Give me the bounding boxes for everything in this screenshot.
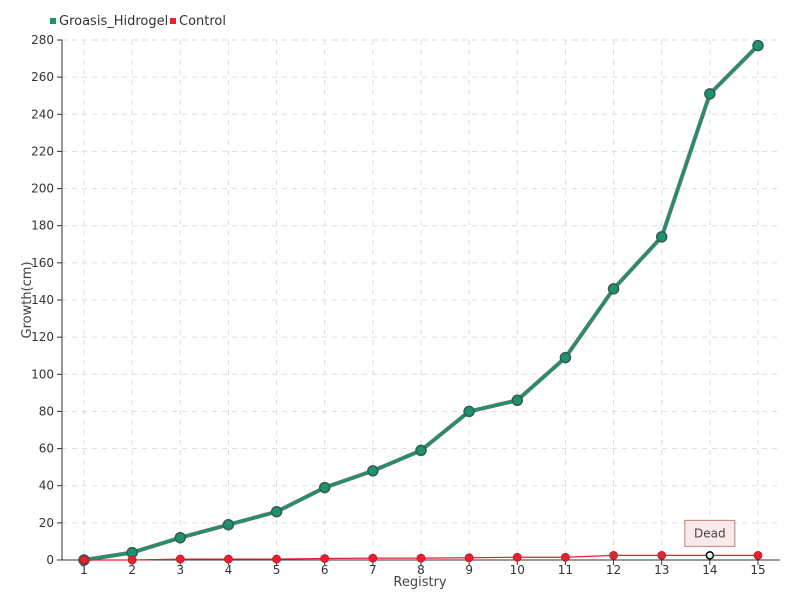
data-point-control-7 <box>368 553 378 563</box>
x-tick-label-9: 9 <box>465 563 473 577</box>
y-tick-label-280: 280 <box>31 33 54 47</box>
y-axis-title: Growth(cm) <box>20 261 35 338</box>
data-point-control-9 <box>464 553 474 563</box>
grid-lines <box>62 39 780 560</box>
y-tick-label-60: 60 <box>39 442 54 456</box>
y-tick-label-160: 160 <box>31 256 54 270</box>
legend-item-groasis-hidrogel[interactable]: Groasis_Hidrogel <box>50 14 168 29</box>
data-point-groasis-hidrogel-13 <box>655 231 668 243</box>
x-tick-label-5: 5 <box>273 563 281 577</box>
data-point-control-11 <box>561 552 570 562</box>
y-tick-label-40: 40 <box>39 479 54 493</box>
y-tick-label-140: 140 <box>31 293 54 307</box>
x-axis-title: Registry <box>393 575 447 590</box>
annotation-box-dead <box>684 519 736 547</box>
data-point-groasis-hidrogel-5 <box>270 505 283 518</box>
y-tick-label-180: 180 <box>31 219 54 233</box>
x-tick-label-12: 12 <box>606 563 621 577</box>
y-tick-label-0: 0 <box>46 553 54 567</box>
x-tick-label-10: 10 <box>510 563 525 577</box>
annotation-label-dead: Dead <box>694 526 726 540</box>
x-tick-label-14: 14 <box>702 563 717 577</box>
data-point-groasis-hidrogel-7 <box>367 465 379 477</box>
data-point-groasis-hidrogel-12 <box>607 283 620 295</box>
legend-label-groasis-hidrogel: Groasis_Hidrogel <box>59 14 168 29</box>
data-point-groasis-hidrogel-9 <box>463 405 475 418</box>
x-tick-label-2: 2 <box>128 563 136 577</box>
legend: Groasis_Hidrogel Control <box>50 14 226 29</box>
data-point-groasis-hidrogel-10 <box>511 394 524 407</box>
data-point-groasis-hidrogel-6 <box>318 481 331 494</box>
data-point-control-10 <box>512 552 522 562</box>
legend-swatch-control <box>170 18 176 24</box>
data-point-control-5 <box>272 554 281 564</box>
data-point-groasis-hidrogel-4 <box>222 518 235 531</box>
data-point-groasis-hidrogel-11 <box>559 351 572 364</box>
data-point-groasis-hidrogel-3 <box>174 531 187 544</box>
y-axis-ticks: 0 20 40 60 80 100 120 140 160 180 200 220 240 260 280 <box>31 33 62 567</box>
x-tick-label-8: 8 <box>417 563 425 577</box>
y-tick-label-80: 80 <box>39 404 54 418</box>
series-layer <box>78 39 764 566</box>
data-point-control-3 <box>175 554 185 564</box>
data-point-control-13 <box>657 550 667 560</box>
annotation-layer: Dead <box>684 519 736 547</box>
data-point-control-6 <box>320 554 330 563</box>
data-point-control-2 <box>127 555 137 565</box>
y-tick-label-120: 120 <box>31 330 54 344</box>
data-point-control-1 <box>79 555 89 565</box>
series-control <box>79 550 763 565</box>
y-tick-label-200: 200 <box>31 182 54 196</box>
x-tick-label-15: 15 <box>750 563 765 577</box>
y-tick-label-100: 100 <box>31 367 54 381</box>
series-groasis-hidrogel <box>78 39 764 566</box>
legend-swatch-groasis-hidrogel <box>50 18 56 24</box>
y-tick-label-220: 220 <box>31 144 54 158</box>
data-point-control-8 <box>416 553 426 563</box>
x-tick-label-6: 6 <box>321 563 329 577</box>
legend-item-control[interactable]: Control <box>170 14 226 29</box>
x-tick-label-3: 3 <box>176 563 184 577</box>
data-point-groasis-hidrogel-14 <box>704 88 716 100</box>
x-tick-label-4: 4 <box>225 563 233 577</box>
legend-label-control: Control <box>179 14 226 29</box>
data-point-control-4 <box>224 554 233 564</box>
data-point-control-12 <box>609 550 618 560</box>
y-tick-label-260: 260 <box>31 70 54 84</box>
y-tick-label-240: 240 <box>31 107 54 121</box>
data-point-control-15 <box>753 550 763 560</box>
data-point-groasis-hidrogel-15 <box>752 39 764 52</box>
y-tick-label-20: 20 <box>39 516 54 530</box>
x-tick-label-11: 11 <box>558 563 573 577</box>
x-tick-label-13: 13 <box>654 563 669 577</box>
x-tick-label-7: 7 <box>369 563 377 577</box>
x-tick-label-1: 1 <box>80 563 88 577</box>
data-point-control-14 <box>705 551 715 560</box>
data-point-groasis-hidrogel-8 <box>415 444 427 457</box>
